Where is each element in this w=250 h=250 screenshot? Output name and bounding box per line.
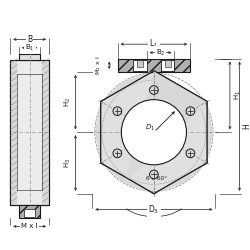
Circle shape bbox=[150, 86, 158, 94]
Text: H$_3$: H$_3$ bbox=[63, 158, 73, 168]
Polygon shape bbox=[95, 102, 100, 163]
Polygon shape bbox=[154, 163, 207, 194]
Polygon shape bbox=[100, 163, 154, 194]
Polygon shape bbox=[124, 71, 207, 184]
Bar bbox=[165, 60, 171, 67]
Circle shape bbox=[186, 107, 195, 116]
Text: B$_1$: B$_1$ bbox=[25, 43, 34, 53]
Bar bbox=[10, 60, 49, 204]
Text: H$_2$: H$_2$ bbox=[63, 97, 73, 107]
Bar bbox=[19, 54, 40, 60]
Text: H$_1$: H$_1$ bbox=[233, 90, 243, 101]
Text: L$_1$: L$_1$ bbox=[149, 38, 158, 50]
Bar bbox=[137, 60, 143, 67]
Text: B$_2$: B$_2$ bbox=[156, 48, 165, 58]
Polygon shape bbox=[100, 71, 207, 194]
Polygon shape bbox=[207, 102, 213, 163]
Text: B: B bbox=[27, 35, 32, 44]
Text: D$_1$: D$_1$ bbox=[145, 123, 155, 133]
Text: M x l: M x l bbox=[21, 223, 38, 229]
Bar bbox=[10, 60, 17, 204]
Text: H: H bbox=[242, 123, 250, 129]
Circle shape bbox=[113, 149, 122, 158]
Bar bbox=[161, 60, 174, 71]
Circle shape bbox=[186, 149, 195, 158]
Circle shape bbox=[113, 107, 122, 116]
Bar bbox=[10, 60, 49, 204]
Bar bbox=[24, 209, 35, 216]
Circle shape bbox=[121, 100, 186, 165]
Circle shape bbox=[150, 170, 158, 179]
Text: 6 x 60°: 6 x 60° bbox=[146, 176, 167, 181]
Bar bbox=[42, 60, 49, 204]
Text: M$_1$ x l: M$_1$ x l bbox=[94, 56, 103, 75]
Polygon shape bbox=[100, 71, 154, 102]
Bar bbox=[134, 60, 147, 71]
Text: D$_3$: D$_3$ bbox=[148, 203, 160, 216]
Bar bbox=[118, 59, 190, 72]
Bar bbox=[19, 204, 40, 218]
